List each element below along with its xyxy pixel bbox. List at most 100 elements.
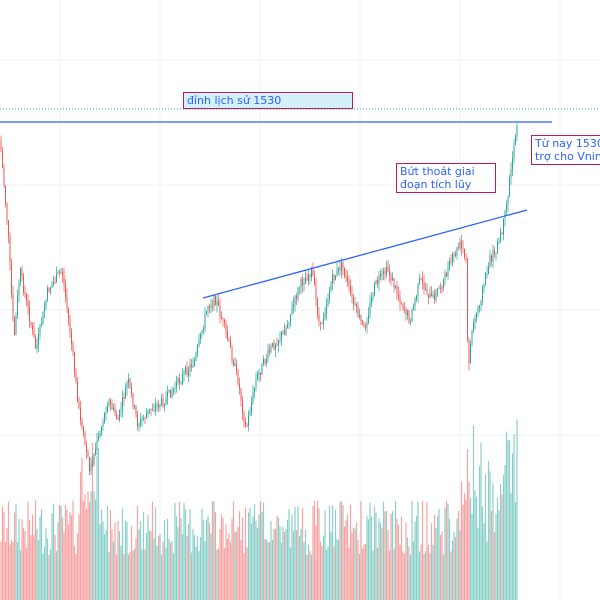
volume-bar <box>315 525 317 600</box>
candle-body <box>332 274 333 284</box>
volume-bar <box>352 527 355 600</box>
candle-body <box>329 291 330 300</box>
volume-bar <box>46 538 49 600</box>
candle-body <box>512 158 513 170</box>
volume-bar <box>147 515 149 600</box>
volume-bar <box>381 528 383 600</box>
volume-bar <box>370 516 373 600</box>
candle-body <box>84 433 86 446</box>
candle-body <box>227 331 228 339</box>
candle-body <box>57 272 59 274</box>
candle-body <box>302 278 303 285</box>
candle-body <box>77 381 78 403</box>
volume-bar <box>492 483 494 600</box>
candle-body <box>41 324 42 326</box>
volume-bar <box>273 528 275 600</box>
candle-body <box>144 418 146 420</box>
volume-bar <box>36 529 38 600</box>
candle-body <box>234 363 236 366</box>
candle-body <box>225 323 227 332</box>
candle-body <box>198 339 200 347</box>
candle-body <box>371 297 372 303</box>
candle-body <box>180 382 182 384</box>
candle-body <box>320 321 321 324</box>
volume-bar <box>411 501 413 600</box>
volume-bar <box>13 512 16 600</box>
candle-body <box>26 294 27 301</box>
candle-body <box>450 261 452 263</box>
volume-bar <box>33 535 35 600</box>
volume-bar <box>142 512 145 600</box>
candle-body <box>417 283 419 296</box>
volume-bar <box>222 518 224 600</box>
candle-body <box>71 331 72 344</box>
volume-bar <box>219 529 221 600</box>
volume-bar <box>87 491 89 600</box>
volume-bar <box>79 471 82 600</box>
candle-body <box>410 321 411 323</box>
volume-bar <box>199 537 202 600</box>
candle-body <box>476 313 477 319</box>
candle-body <box>381 273 383 275</box>
volume-bar <box>148 530 151 600</box>
candle-body <box>6 203 8 221</box>
volume-bar <box>441 531 443 600</box>
volume-bar <box>375 512 377 600</box>
volume-bar <box>262 502 265 600</box>
candle-body <box>405 309 407 315</box>
volume-bar <box>217 548 220 600</box>
volume-bar <box>459 530 461 600</box>
candle-body <box>243 412 245 422</box>
candle-body <box>423 281 425 290</box>
candle-body <box>158 404 159 408</box>
volume-bar <box>258 514 260 600</box>
volume-bar <box>345 520 347 600</box>
candle-body <box>188 370 189 376</box>
candle-body <box>60 271 62 273</box>
candle-body <box>294 295 296 305</box>
volume-bar <box>448 518 451 600</box>
volume-bar <box>69 512 71 600</box>
volume-bar <box>163 520 166 600</box>
candle-body <box>344 268 345 277</box>
candle-body <box>507 196 509 205</box>
candle-body <box>143 418 144 420</box>
candle-body <box>360 315 362 321</box>
candle-body <box>80 407 81 421</box>
volume-bar <box>9 544 11 600</box>
volume-bar <box>288 509 290 600</box>
candle-body <box>201 330 203 334</box>
volume-bar <box>450 551 452 600</box>
support-label-line2: trợ cho Vnin <box>535 150 600 163</box>
volume-bar <box>171 541 173 600</box>
candle-body <box>24 292 26 295</box>
candle-body <box>351 293 353 297</box>
candle-body <box>488 267 489 275</box>
candle-body <box>300 278 302 288</box>
volume-bar <box>255 520 257 600</box>
candle-body <box>303 283 305 286</box>
candle-body <box>299 287 300 289</box>
candle-body <box>387 266 389 271</box>
candle-body <box>254 387 255 392</box>
volume-bar <box>189 509 191 600</box>
candle-body <box>195 353 197 361</box>
candle-body <box>167 391 168 398</box>
candle-body <box>264 359 266 364</box>
candle-body <box>248 415 249 426</box>
candle-body <box>189 364 191 371</box>
volume-bar <box>465 499 467 600</box>
volume-bar <box>40 509 43 600</box>
candle-body <box>398 294 399 297</box>
volume-bar <box>379 523 382 600</box>
candle-body <box>359 315 360 318</box>
volume-bar <box>249 507 251 600</box>
volume-bar <box>399 544 401 600</box>
candle-body <box>93 454 95 465</box>
candle-body <box>242 400 243 413</box>
volume-bar <box>228 533 230 600</box>
candle-body <box>128 378 129 383</box>
candle-body <box>333 274 335 280</box>
candle-body <box>249 412 251 416</box>
candle-body <box>237 370 239 385</box>
